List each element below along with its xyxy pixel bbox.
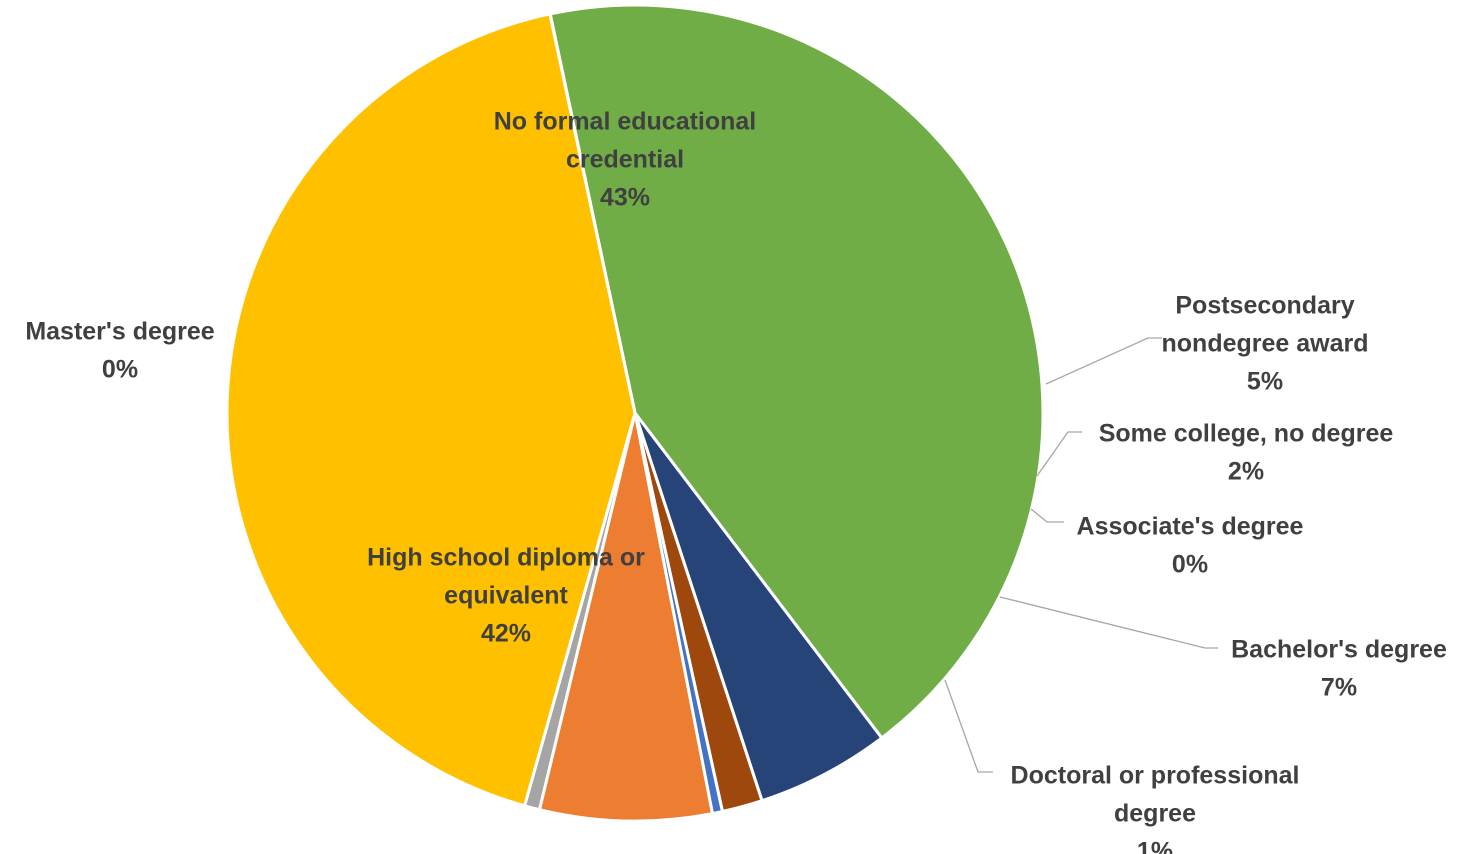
data-labels: No formal educational credential 43% Postse…	[25, 108, 1447, 854]
leader-line-postsecondary	[1045, 337, 1162, 385]
data-label-bachelors: Bachelor's degree 7%	[1231, 636, 1447, 702]
leader-lines	[944, 337, 1218, 773]
data-label-masters: Master's degree 0%	[25, 318, 214, 384]
leader-line-bachelors	[999, 596, 1218, 649]
data-label-some-college: Some college, no degree 2%	[1099, 420, 1394, 486]
pie-slice-postsecondary	[633, 412, 884, 803]
pie-slice-bachelors	[537, 412, 715, 823]
pie-slice-no-formal	[548, 3, 1045, 741]
leader-line-some-college	[1036, 431, 1082, 477]
leader-line-doctoral	[944, 679, 993, 773]
pie-slice-high-school	[225, 12, 637, 808]
data-label-associates: Associate's degree 0%	[1077, 513, 1304, 579]
pie-slice-masters	[548, 12, 637, 414]
data-label-high-school: High school diploma or equivalent 42%	[367, 544, 645, 648]
data-label-doctoral: Doctoral or professional degree 1%	[1011, 762, 1300, 854]
pie-slices	[225, 3, 1045, 823]
leader-line-associates	[1030, 508, 1064, 523]
data-label-postsecondary: Postsecondary nondegree award 5%	[1162, 292, 1369, 396]
data-label-no-formal: No formal educational credential 43%	[494, 108, 757, 212]
